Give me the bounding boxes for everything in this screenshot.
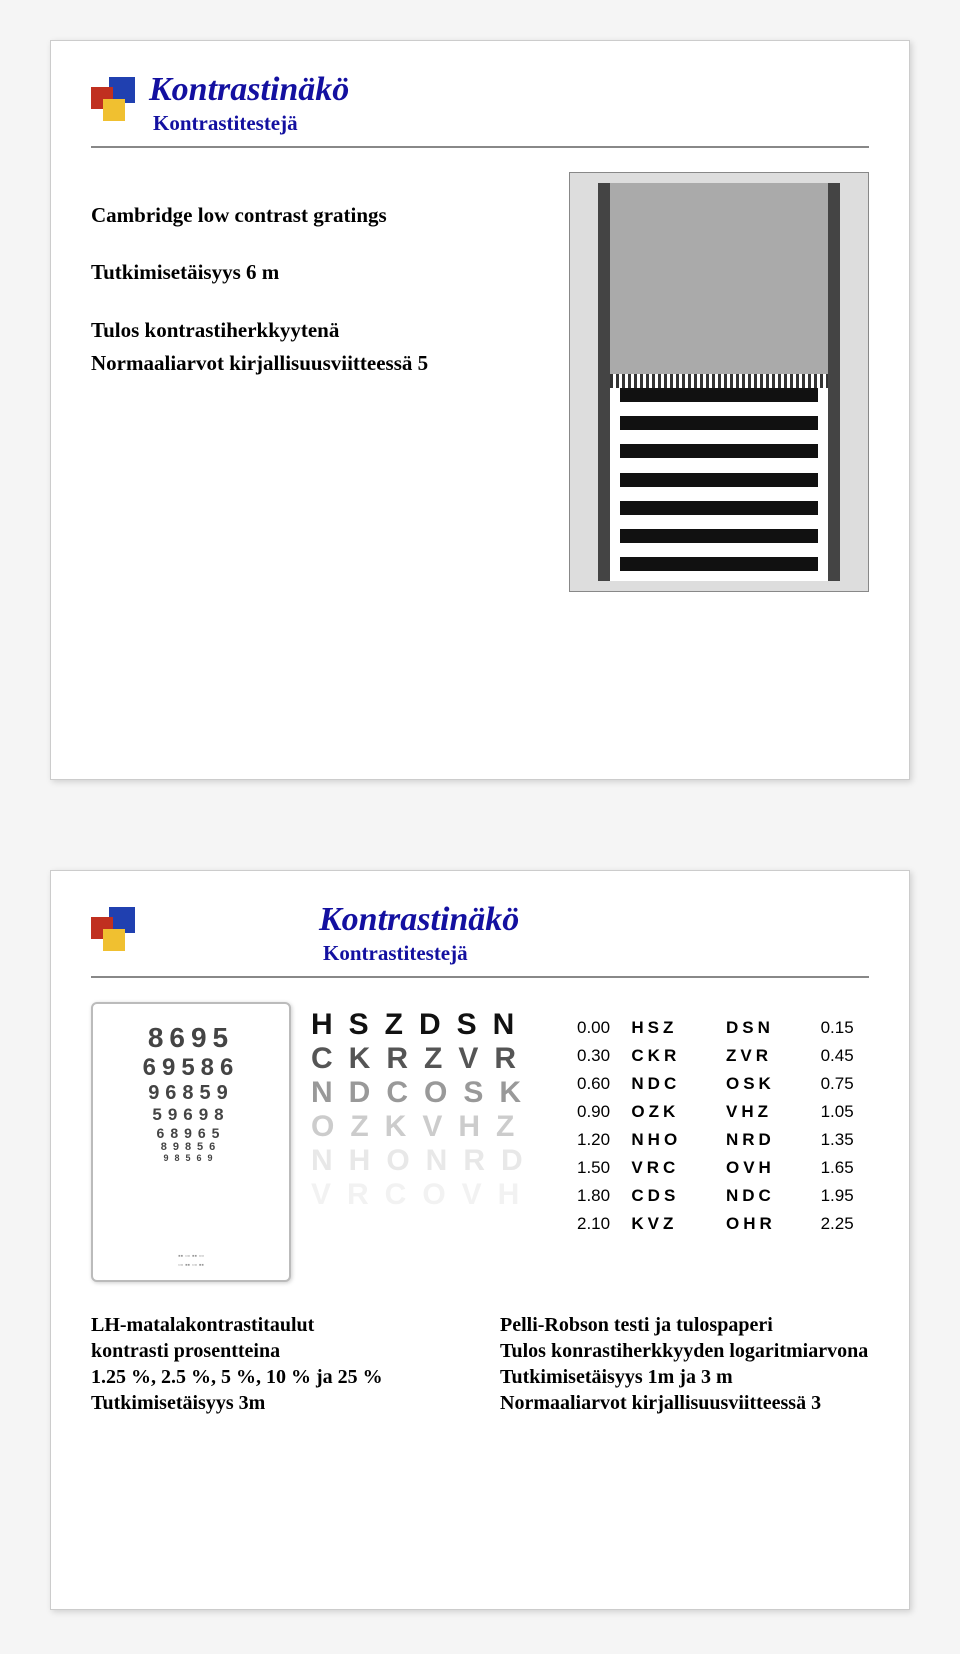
pelli-l2: ZVR bbox=[720, 1042, 815, 1070]
pelli-l2: OHR bbox=[720, 1210, 815, 1238]
pelli-n2: 1.65 bbox=[815, 1154, 869, 1182]
mid-chart-row: OZKVHZ bbox=[311, 1110, 551, 1144]
bl-l4: Tutkimisetäisyys 3m bbox=[91, 1390, 460, 1416]
slide1-title: Kontrastinäkö bbox=[149, 71, 349, 109]
pelli-row: 1.20NHONRD1.35 bbox=[571, 1126, 869, 1154]
lh-chart-row: 89856 bbox=[161, 1141, 222, 1153]
pelli-n1: 0.90 bbox=[571, 1098, 625, 1126]
slide2-title-row: Kontrastinäkö Kontrastitestejä bbox=[91, 901, 869, 966]
pelli-n1: 1.80 bbox=[571, 1182, 625, 1210]
bl-l3: 1.25 %, 2.5 %, 5 %, 10 % ja 25 % bbox=[91, 1364, 460, 1390]
slide1-p3: Tulos kontrastiherkkyytenä bbox=[91, 317, 539, 344]
lh-chart-row: 8695 bbox=[148, 1022, 234, 1054]
pelli-l1: NDC bbox=[625, 1070, 720, 1098]
pelli-row: 1.80CDSNDC1.95 bbox=[571, 1182, 869, 1210]
lh-chart-row: 96859 bbox=[148, 1082, 234, 1105]
mid-chart-row: CKRZVR bbox=[311, 1042, 551, 1076]
pelli-l1: VRC bbox=[625, 1154, 720, 1182]
pelli-l1: OZK bbox=[625, 1098, 720, 1126]
bl-l2: kontrasti prosentteina bbox=[91, 1338, 460, 1364]
pelli-n2: 1.05 bbox=[815, 1098, 869, 1126]
lh-chart-footer: ▪▪ ▫▫ ▪▪ ▫▫▫▫ ▪▪ ▫▫ ▪▪ bbox=[178, 1253, 204, 1270]
lh-chart-row: 69586 bbox=[143, 1054, 240, 1082]
mid-chart-row: VRCOVH bbox=[311, 1178, 551, 1212]
mid-letter-chart: HSZDSNCKRZVRNDCOSKOZKVHZNHONRDVRCOVH bbox=[311, 1002, 551, 1262]
pelli-row: 2.10KVZOHR2.25 bbox=[571, 1210, 869, 1238]
divider bbox=[91, 146, 869, 148]
br-l1: Pelli-Robson testi ja tulospaperi bbox=[500, 1312, 869, 1338]
lh-chart-row: 68965 bbox=[157, 1125, 226, 1141]
slide2-subtitle: Kontrastitestejä bbox=[323, 941, 519, 966]
pelli-l1: KVZ bbox=[625, 1210, 720, 1238]
slide1-p1: Cambridge low contrast gratings bbox=[91, 202, 539, 229]
gratings-image bbox=[569, 172, 869, 592]
pelli-n1: 2.10 bbox=[571, 1210, 625, 1238]
pelli-n1: 1.20 bbox=[571, 1126, 625, 1154]
slide1-body: Cambridge low contrast gratings Tutkimis… bbox=[91, 172, 869, 592]
lh-chart: 8695695869685959698689658985698569 ▪▪ ▫▫ … bbox=[91, 1002, 291, 1282]
pelli-row: 0.30CKRZVR0.45 bbox=[571, 1042, 869, 1070]
slide2-title: Kontrastinäkö bbox=[319, 901, 519, 939]
pelli-l2: DSN bbox=[720, 1014, 815, 1042]
slide1-p4: Normaaliarvot kirjallisuusviitteessä 5 bbox=[91, 350, 539, 377]
slide-1: Kontrastinäkö Kontrastitestejä Cambridge… bbox=[50, 40, 910, 780]
mid-chart-row: NDCOSK bbox=[311, 1076, 551, 1110]
pelli-row: 0.90OZKVHZ1.05 bbox=[571, 1098, 869, 1126]
br-l4: Normaaliarvot kirjallisuusviitteessä 3 bbox=[500, 1390, 869, 1416]
slide2-title-text: Kontrastinäkö Kontrastitestejä bbox=[319, 901, 519, 966]
slide-2: Kontrastinäkö Kontrastitestejä 869569586… bbox=[50, 870, 910, 1610]
pelli-n1: 0.00 bbox=[571, 1014, 625, 1042]
mid-chart-row: HSZDSN bbox=[311, 1008, 551, 1042]
bottom-left-text: LH-matalakontrastitaulut kontrasti prose… bbox=[91, 1312, 460, 1416]
slide1-left: Cambridge low contrast gratings Tutkimis… bbox=[91, 172, 539, 592]
pelli-n2: 1.95 bbox=[815, 1182, 869, 1210]
pelli-n2: 1.35 bbox=[815, 1126, 869, 1154]
pelli-n2: 2.25 bbox=[815, 1210, 869, 1238]
pelli-n2: 0.75 bbox=[815, 1070, 869, 1098]
pelli-l2: VHZ bbox=[720, 1098, 815, 1126]
pelli-l2: NRD bbox=[720, 1126, 815, 1154]
slide2-bottom: LH-matalakontrastitaulut kontrasti prose… bbox=[91, 1312, 869, 1416]
pelli-n2: 0.45 bbox=[815, 1042, 869, 1070]
slide1-subtitle: Kontrastitestejä bbox=[153, 111, 349, 136]
pelli-l1: CDS bbox=[625, 1182, 720, 1210]
title-icon bbox=[91, 77, 135, 121]
pelli-n1: 1.50 bbox=[571, 1154, 625, 1182]
slide1-title-row: Kontrastinäkö Kontrastitestejä bbox=[91, 71, 869, 136]
pelli-row: 0.60NDCOSK0.75 bbox=[571, 1070, 869, 1098]
pelli-l2: NDC bbox=[720, 1182, 815, 1210]
slide1-p2: Tutkimisetäisyys 6 m bbox=[91, 259, 539, 286]
pelli-l1: CKR bbox=[625, 1042, 720, 1070]
lh-chart-row: 98569 bbox=[163, 1153, 218, 1163]
slide2-body: 8695695869685959698689658985698569 ▪▪ ▫▫ … bbox=[91, 1002, 869, 1282]
divider bbox=[91, 976, 869, 978]
pelli-l2: OVH bbox=[720, 1154, 815, 1182]
pelli-row: 1.50VRCOVH1.65 bbox=[571, 1154, 869, 1182]
br-l2: Tulos konrastiherkkyyden logaritmiarvona bbox=[500, 1338, 869, 1364]
pelli-row: 0.00HSZDSN0.15 bbox=[571, 1014, 869, 1042]
pelli-n2: 0.15 bbox=[815, 1014, 869, 1042]
br-l3: Tutkimisetäisyys 1m ja 3 m bbox=[500, 1364, 869, 1390]
pelli-l1: HSZ bbox=[625, 1014, 720, 1042]
lh-chart-row: 59698 bbox=[152, 1105, 229, 1125]
slide1-title-text: Kontrastinäkö Kontrastitestejä bbox=[149, 71, 349, 136]
pelli-l2: OSK bbox=[720, 1070, 815, 1098]
bottom-right-text: Pelli-Robson testi ja tulospaperi Tulos … bbox=[500, 1312, 869, 1416]
pelli-n1: 0.30 bbox=[571, 1042, 625, 1070]
mid-chart-row: NHONRD bbox=[311, 1144, 551, 1178]
title-icon bbox=[91, 907, 135, 951]
bl-l1: LH-matalakontrastitaulut bbox=[91, 1312, 460, 1338]
pelli-robson-table: 0.00HSZDSN0.150.30CKRZVR0.450.60NDCOSK0.… bbox=[571, 1002, 869, 1238]
pelli-n1: 0.60 bbox=[571, 1070, 625, 1098]
pelli-l1: NHO bbox=[625, 1126, 720, 1154]
